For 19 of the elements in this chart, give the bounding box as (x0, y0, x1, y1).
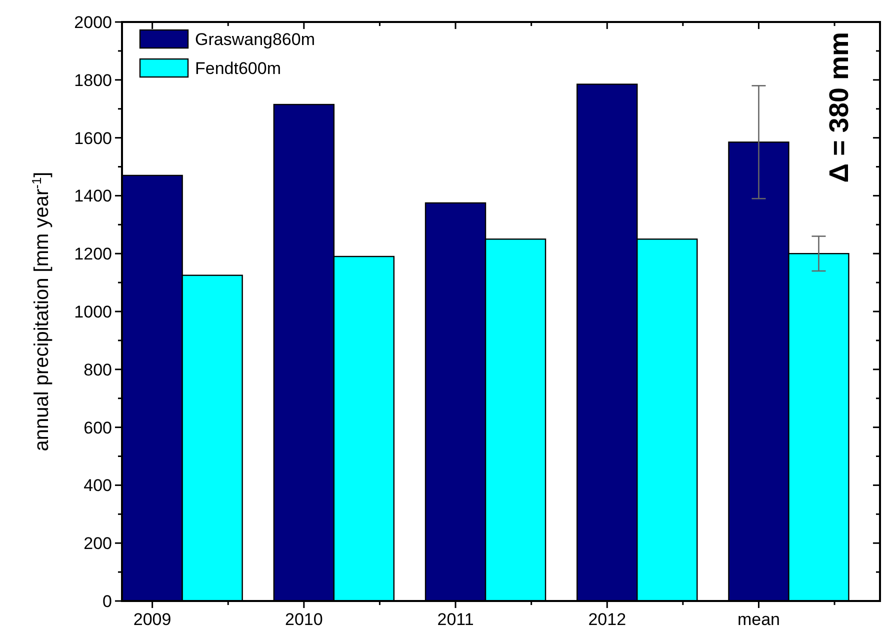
y-tick-label: 1200 (74, 244, 112, 264)
y-tick-label: 600 (84, 418, 112, 438)
y-tick-label: 400 (84, 476, 112, 496)
legend-label: Fendt600m (195, 58, 281, 78)
x-tick-label: 2011 (437, 610, 474, 629)
x-tick-label: 2009 (133, 610, 172, 629)
y-tick-label: 1800 (74, 70, 112, 90)
annotation: Δ = 380 mm (824, 32, 854, 183)
y-tick-label: 800 (84, 360, 112, 380)
y-tick-label: 200 (84, 534, 112, 554)
x-tick-label: 2012 (588, 610, 626, 629)
y-tick-label: 0 (102, 592, 112, 611)
y-tick-label: 1400 (74, 186, 112, 206)
x-tick-label: 2010 (285, 610, 323, 629)
y-tick-label: 1000 (74, 302, 112, 322)
y-tick-label: 2000 (74, 12, 112, 32)
legend-label: Graswang860m (195, 30, 316, 49)
x-tick-label: mean (737, 610, 780, 629)
y-tick-label: 1600 (74, 128, 112, 148)
